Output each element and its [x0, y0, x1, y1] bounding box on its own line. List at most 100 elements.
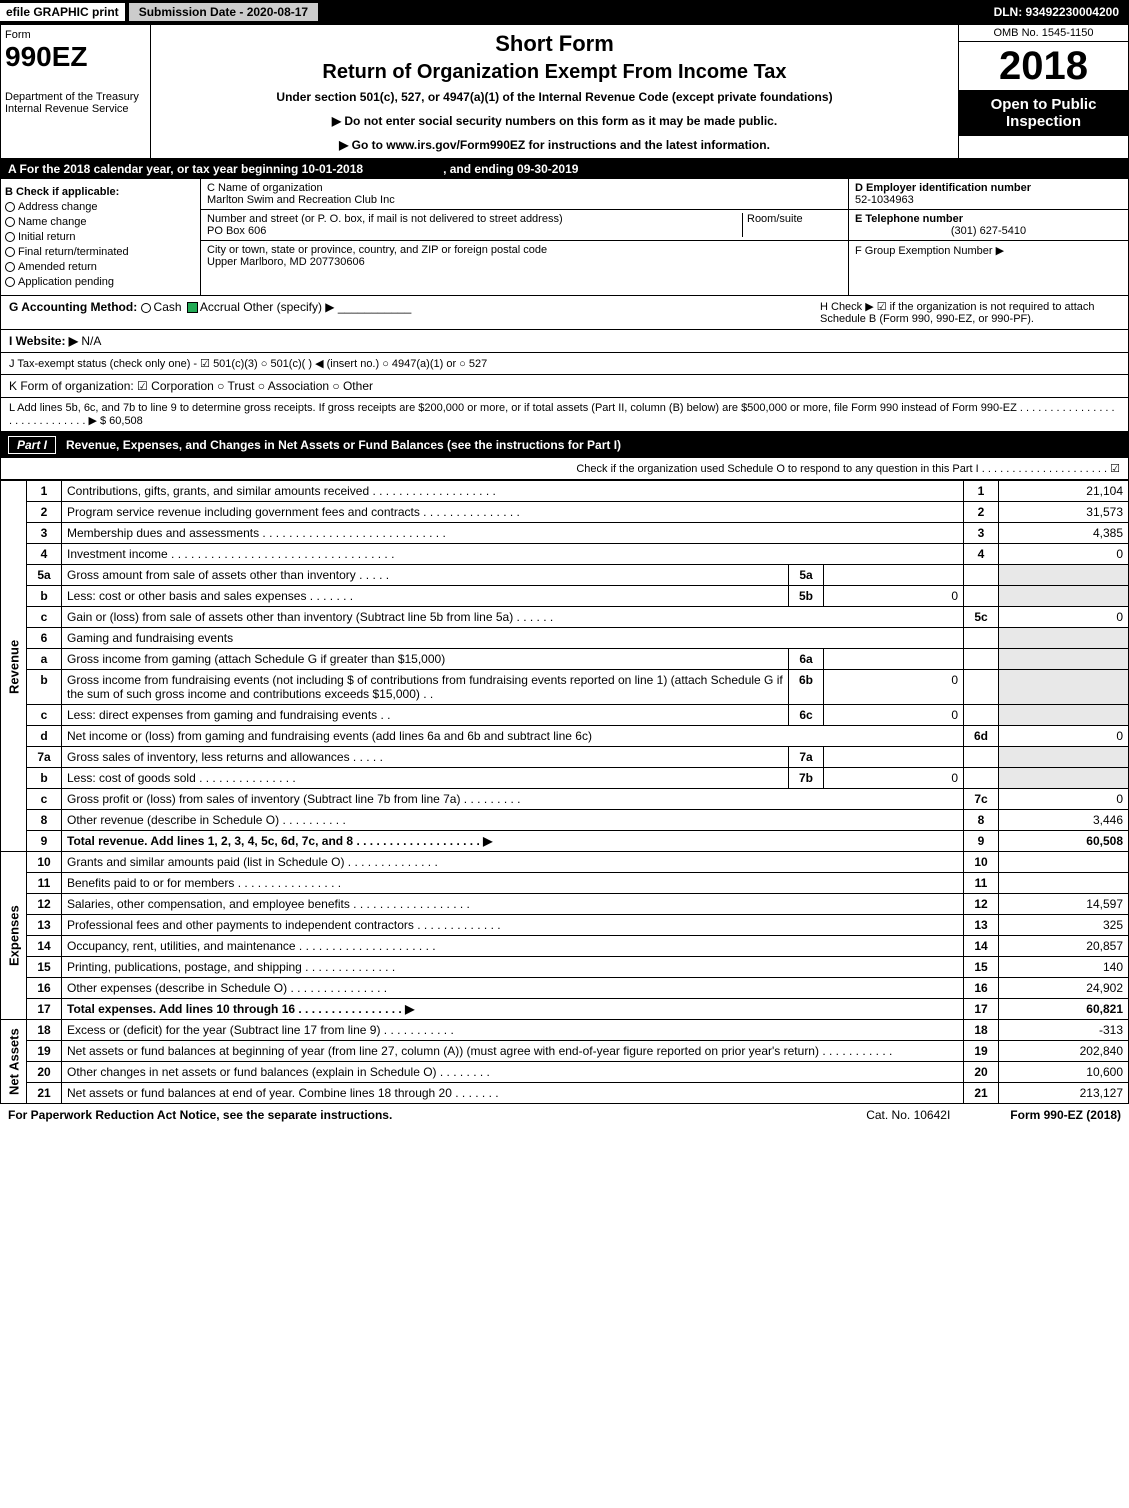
l6d-amt: 0 [999, 726, 1129, 747]
l6b-ml: 6b [789, 670, 824, 705]
label-other: Other (specify) ▶ [243, 300, 334, 314]
top-bar: efile GRAPHIC print Submission Date - 20… [0, 0, 1129, 24]
label-pending: Application pending [18, 276, 114, 288]
check-address[interactable] [5, 202, 15, 212]
l19-desc: Net assets or fund balances at beginning… [62, 1041, 964, 1062]
period-bar: A For the 2018 calendar year, or tax yea… [0, 159, 1129, 179]
label-address-change: Address change [18, 201, 98, 213]
l21-desc: Net assets or fund balances at end of ye… [62, 1083, 964, 1104]
l20-num: 20 [27, 1062, 62, 1083]
section-def: D Employer identification number 52-1034… [848, 179, 1128, 295]
section-c: C Name of organization Marlton Swim and … [201, 179, 848, 295]
line-j: J Tax-exempt status (check only one) - ☑… [0, 353, 1129, 375]
l3-amt: 4,385 [999, 523, 1129, 544]
l6-num: 6 [27, 628, 62, 649]
l5b-desc: Less: cost or other basis and sales expe… [62, 586, 789, 607]
l14-amt: 20,857 [999, 936, 1129, 957]
l3-ref: 3 [964, 523, 999, 544]
form-table: Revenue 1 Contributions, gifts, grants, … [0, 480, 1129, 1104]
omb-number: OMB No. 1545-1150 [959, 25, 1128, 42]
shade [964, 670, 999, 705]
check-name[interactable] [5, 217, 15, 227]
check-pending[interactable] [5, 277, 15, 287]
group-label: F Group Exemption Number ▶ [855, 245, 1004, 257]
l6d-num: d [27, 726, 62, 747]
l6d-desc: Net income or (loss) from gaming and fun… [62, 726, 964, 747]
check-accrual[interactable] [187, 302, 198, 313]
form-header: Form 990EZ Department of the Treasury In… [0, 24, 1129, 159]
l18-desc: Excess or (deficit) for the year (Subtra… [62, 1020, 964, 1041]
l2-num: 2 [27, 502, 62, 523]
l16-ref: 16 [964, 978, 999, 999]
org-name: Marlton Swim and Recreation Club Inc [207, 194, 842, 206]
website-value: N/A [81, 334, 101, 348]
line-l: L Add lines 5b, 6c, and 7b to line 9 to … [0, 398, 1129, 432]
l17-num: 17 [27, 999, 62, 1020]
l9-amt: 60,508 [999, 831, 1129, 852]
section-b-title: B Check if applicable: [5, 186, 196, 198]
l13-num: 13 [27, 915, 62, 936]
l7b-mv: 0 [824, 768, 964, 789]
label-final: Final return/terminated [18, 246, 129, 258]
l14-num: 14 [27, 936, 62, 957]
shade [964, 628, 999, 649]
part-1-label: Part I [8, 436, 56, 454]
footer-left: For Paperwork Reduction Act Notice, see … [8, 1108, 392, 1122]
shade [999, 565, 1129, 586]
l6c-mv: 0 [824, 705, 964, 726]
check-cash[interactable] [141, 303, 151, 313]
l8-ref: 8 [964, 810, 999, 831]
l20-desc: Other changes in net assets or fund bala… [62, 1062, 964, 1083]
page-footer: For Paperwork Reduction Act Notice, see … [0, 1104, 1129, 1126]
l5c-desc: Gain or (loss) from sale of assets other… [62, 607, 964, 628]
l11-desc: Benefits paid to or for members . . . . … [62, 873, 964, 894]
l10-desc: Grants and similar amounts paid (list in… [62, 852, 964, 873]
accounting-label: G Accounting Method: [9, 300, 137, 314]
org-name-label: C Name of organization [207, 182, 842, 194]
l5b-num: b [27, 586, 62, 607]
l17-amt: 60,821 [999, 999, 1129, 1020]
part-1-title: Revenue, Expenses, and Changes in Net As… [66, 438, 621, 452]
subtitle: Under section 501(c), 527, or 4947(a)(1)… [157, 90, 952, 104]
l8-amt: 3,446 [999, 810, 1129, 831]
form-label: Form [5, 29, 146, 41]
l7b-num: b [27, 768, 62, 789]
shade [999, 649, 1129, 670]
l15-amt: 140 [999, 957, 1129, 978]
l5a-ml: 5a [789, 565, 824, 586]
l8-num: 8 [27, 810, 62, 831]
line-h: H Check ▶ ☑ if the organization is not r… [820, 300, 1120, 325]
phone: (301) 627-5410 [855, 225, 1122, 237]
check-initial[interactable] [5, 232, 15, 242]
l21-ref: 21 [964, 1083, 999, 1104]
check-amended[interactable] [5, 262, 15, 272]
efile-label[interactable]: efile GRAPHIC print [0, 3, 125, 21]
l18-ref: 18 [964, 1020, 999, 1041]
l19-num: 19 [27, 1041, 62, 1062]
l7a-num: 7a [27, 747, 62, 768]
note-link: ▶ Go to www.irs.gov/Form990EZ for instru… [157, 138, 952, 152]
part-1-header: Part I Revenue, Expenses, and Changes in… [0, 432, 1129, 458]
l7c-ref: 7c [964, 789, 999, 810]
part-1-check: Check if the organization used Schedule … [0, 458, 1129, 480]
check-final[interactable] [5, 247, 15, 257]
tax-year: 2018 [959, 42, 1128, 90]
l10-ref: 10 [964, 852, 999, 873]
l6c-desc: Less: direct expenses from gaming and fu… [62, 705, 789, 726]
dln: DLN: 93492230004200 [984, 3, 1129, 21]
line-i: I Website: ▶ N/A [0, 330, 1129, 353]
l10-amt [999, 852, 1129, 873]
l1-desc: Contributions, gifts, grants, and simila… [62, 481, 964, 502]
street-label: Number and street (or P. O. box, if mail… [207, 213, 742, 225]
l12-num: 12 [27, 894, 62, 915]
l5a-num: 5a [27, 565, 62, 586]
org-info: B Check if applicable: Address change Na… [0, 179, 1129, 296]
l12-desc: Salaries, other compensation, and employ… [62, 894, 964, 915]
ein-label: D Employer identification number [855, 182, 1031, 194]
l13-amt: 325 [999, 915, 1129, 936]
l8-desc: Other revenue (describe in Schedule O) .… [62, 810, 964, 831]
l15-desc: Printing, publications, postage, and shi… [62, 957, 964, 978]
short-form-title: Short Form [157, 31, 952, 57]
l16-amt: 24,902 [999, 978, 1129, 999]
l2-ref: 2 [964, 502, 999, 523]
